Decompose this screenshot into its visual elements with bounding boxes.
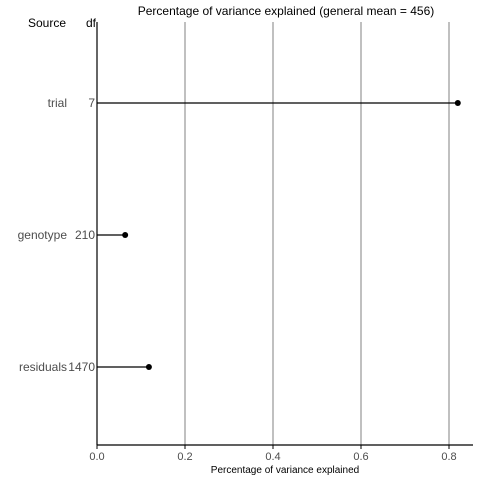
df-label-genotype: 210: [75, 228, 95, 242]
chart-title: Percentage of variance explained (genera…: [138, 4, 435, 18]
df-label-residuals: 1470: [68, 360, 95, 374]
point-trial: [454, 100, 461, 106]
x-tick-label: 0.0: [89, 451, 104, 463]
source-label-trial: trial: [48, 96, 67, 110]
source-label-residuals: residuals: [19, 360, 67, 374]
x-tick-label: 0.4: [265, 451, 280, 463]
axes: [96, 22, 473, 446]
row-labels: trial 7 genotype 210 residuals 1470: [18, 96, 96, 374]
x-axis-ticks: 0.0 0.2 0.4 0.6 0.8: [89, 445, 457, 463]
data-marks: [97, 100, 461, 370]
grid-lines: [184, 22, 450, 445]
x-tick-label: 0.6: [353, 451, 368, 463]
x-tick-label: 0.8: [441, 451, 456, 463]
df-column-header: df: [86, 16, 97, 30]
df-label-trial: 7: [88, 96, 95, 110]
x-tick-label: 0.2: [177, 451, 192, 463]
source-column-header: Source: [28, 16, 66, 30]
x-axis-title: Percentage of variance explained: [211, 465, 359, 476]
point-genotype: [122, 232, 129, 238]
point-residuals: [145, 364, 152, 370]
source-label-genotype: genotype: [18, 228, 68, 242]
